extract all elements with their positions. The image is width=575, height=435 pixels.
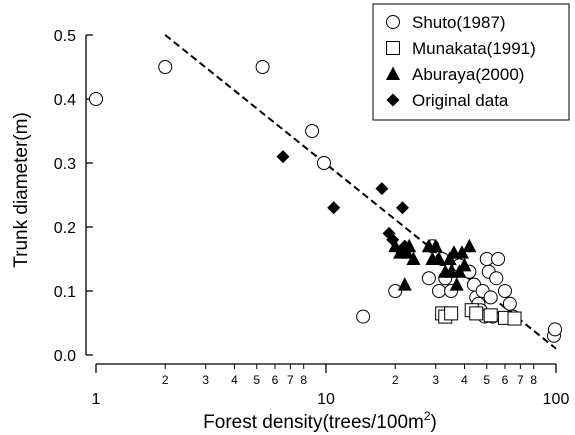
data-point [432, 251, 447, 265]
legend-label: Original data [412, 91, 509, 110]
data-point [469, 306, 484, 321]
x-axis-title-superscript: 2 [424, 409, 431, 423]
legend-marker [386, 66, 400, 80]
data-point [375, 182, 389, 196]
legend-label: Shuto(1987) [412, 13, 506, 32]
data-point [454, 245, 469, 259]
data-point [356, 309, 371, 324]
x-minor-tick-label: 6 [502, 373, 509, 387]
data-point [397, 277, 412, 291]
data-point [421, 271, 436, 286]
data-point [316, 156, 331, 170]
data-point [483, 290, 498, 305]
legend-label: Aburaya(2000) [412, 65, 524, 84]
data-point [489, 271, 504, 286]
x-minor-tick-label: 8 [530, 373, 537, 387]
x-axis-title-close: ) [431, 412, 437, 433]
data-point [502, 296, 517, 311]
data-point [305, 124, 320, 138]
data-point [428, 238, 443, 253]
trend-line [164, 34, 557, 350]
trend-line-group [164, 34, 557, 350]
x-axis-title: Forest density(trees/100m2) [203, 409, 437, 433]
legend-marker [386, 41, 400, 55]
data-point [327, 201, 341, 215]
data-point [398, 239, 412, 253]
data-point [89, 92, 103, 106]
data-point [395, 201, 409, 215]
x-minor-tick-label: 5 [483, 373, 490, 387]
y-tick-label: 0.4 [54, 92, 76, 109]
y-tick-label: 0.3 [54, 156, 76, 173]
data-point [483, 308, 498, 323]
data-point [449, 277, 464, 291]
data-point [457, 257, 472, 272]
x-minor-tick-label: 4 [231, 373, 238, 387]
x-major-tick-label: 10 [317, 391, 335, 408]
y-axis-title: Trunk diameter(m) [11, 112, 32, 268]
x-minor-tick-label: 7 [517, 373, 524, 387]
series-3 [276, 150, 412, 253]
data-point [462, 238, 477, 253]
x-axis-title-main: Forest density(trees/100m [203, 412, 424, 433]
legend-marker [386, 15, 400, 29]
y-tick-label: 0.1 [54, 284, 76, 301]
legend: Shuto(1987) Munakata(1991) Aburaya(2000) Or… [372, 3, 570, 121]
data-point [276, 150, 290, 164]
series-2 [388, 238, 477, 291]
x-major-tick-label: 1 [92, 391, 101, 408]
x-minor-tick-label: 2 [162, 373, 169, 387]
data-point [547, 322, 562, 337]
legend-box [372, 3, 570, 121]
y-tick-label: 0.5 [54, 28, 76, 45]
series-1 [435, 303, 522, 326]
data-point [432, 284, 447, 298]
legend-marker [386, 93, 400, 107]
legend-label: Munakata(1991) [412, 39, 536, 58]
y-axis-ticks: 0.0 0.1 0.2 0.3 0.4 0.5 [54, 28, 93, 365]
data-point [507, 311, 522, 326]
data-point [444, 306, 459, 321]
y-tick-label: 0.2 [54, 220, 76, 237]
x-minor-tick-label: 2 [392, 373, 399, 387]
x-minor-tick-label: 3 [432, 373, 439, 387]
x-minor-tick-label: 7 [287, 373, 294, 387]
data-point [255, 60, 270, 74]
x-minor-tick-label: 3 [202, 373, 209, 387]
x-minor-tick-label: 8 [300, 373, 307, 387]
x-major-tick-label: 100 [543, 391, 570, 408]
data-points [89, 60, 562, 343]
x-minor-tick-label: 5 [253, 373, 260, 387]
data-point [158, 60, 173, 74]
y-tick-label: 0.0 [54, 348, 76, 365]
data-point [388, 284, 403, 298]
x-minor-tick-label: 6 [272, 373, 279, 387]
data-point [406, 251, 421, 265]
data-point [491, 252, 506, 266]
data-point [497, 284, 512, 298]
x-minor-tick-label: 4 [461, 373, 468, 387]
data-point [386, 233, 400, 247]
